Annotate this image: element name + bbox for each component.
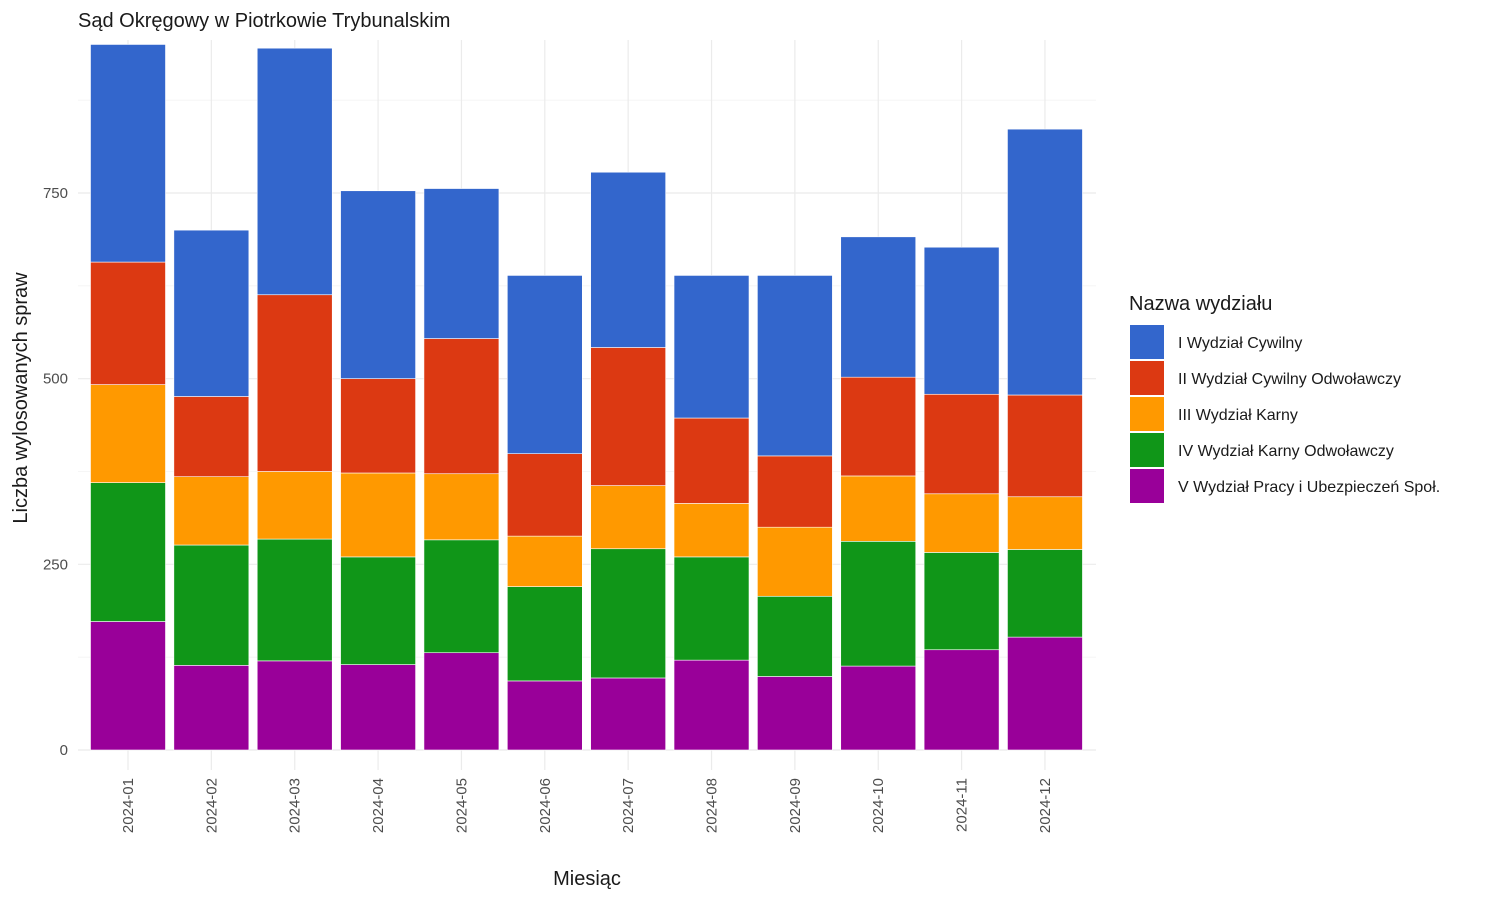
bar-segment-2024-09-s3: [757, 455, 833, 528]
bar-segment-2024-12-s3: [1007, 394, 1083, 498]
x-axis-ticks: 2024-01 2024-02 2024-03 2024-04 2024-05 2024-…: [120, 778, 1054, 833]
x-tick-label: 2024-06: [537, 778, 554, 833]
bar-segment-2024-02-s2: [173, 476, 250, 546]
bar-segment-2024-07-s4: [590, 171, 666, 348]
bar-segment-2024-08-s2: [673, 503, 750, 558]
y-axis-ticks: 0 250 500 750: [43, 185, 68, 759]
legend-swatch: [1130, 397, 1164, 431]
bar-segment-2024-02-s4: [173, 229, 250, 397]
bar-segment-2024-06-s3: [506, 453, 583, 537]
bar-segment-2024-10-s1: [840, 541, 917, 667]
bar-segment-2024-08-s4: [673, 275, 750, 419]
bar-segment-2024-05-s3: [423, 338, 500, 475]
x-tick-label: 2024-11: [954, 778, 971, 832]
bar-segment-2024-02-s3: [173, 396, 250, 477]
bar-segment-2024-03-s3: [256, 294, 333, 472]
bar-segment-2024-01-s3: [90, 261, 166, 385]
legend-label: I Wydział Cywilny: [1178, 335, 1302, 352]
legend-swatch: [1130, 469, 1164, 503]
bar-segment-2024-04-s0: [340, 664, 416, 751]
legend-label: IV Wydział Karny Odwoławczy: [1178, 443, 1394, 460]
x-tick-label: 2024-10: [870, 778, 887, 833]
bar-segment-2024-10-s2: [840, 475, 917, 542]
y-axis-title: Liczba wylosowanych spraw: [10, 272, 32, 524]
x-tick-label: 2024-02: [203, 778, 220, 833]
bar-segment-2024-07-s1: [590, 548, 666, 679]
bar-segment-2024-06-s1: [506, 586, 583, 682]
bar-segment-2024-07-s3: [590, 347, 666, 486]
bar-segment-2024-09-s1: [757, 595, 833, 677]
bar-segment-2024-03-s2: [256, 471, 333, 540]
bar-segment-2024-11-s1: [923, 552, 1000, 651]
bar-segment-2024-03-s1: [256, 538, 333, 662]
bar-segment-2024-04-s1: [340, 556, 416, 665]
bar-segment-2024-05-s1: [423, 539, 500, 654]
legend-swatch: [1130, 325, 1164, 359]
x-tick-label: 2024-12: [1037, 778, 1054, 833]
bar-segment-2024-11-s2: [923, 493, 1000, 553]
bar-segment-2024-06-s2: [506, 535, 583, 587]
bar-segment-2024-12-s0: [1007, 636, 1083, 751]
legend-label: II Wydział Cywilny Odwoławczy: [1178, 371, 1401, 388]
bar-segment-2024-03-s0: [256, 660, 333, 751]
bar-segment-2024-01-s1: [90, 482, 166, 622]
legend-swatch: [1130, 361, 1164, 395]
bar-segment-2024-03-s4: [256, 47, 333, 296]
chart-title: Sąd Okręgowy w Piotrkowie Trybunalskim: [78, 10, 450, 32]
bar-segment-2024-10-s0: [840, 665, 917, 751]
bar-segment-2024-08-s1: [673, 556, 750, 661]
legend-label: III Wydział Karny: [1178, 407, 1298, 424]
bar-segment-2024-12-s4: [1007, 128, 1083, 396]
bar-segment-2024-02-s0: [173, 665, 250, 751]
bar-segment-2024-01-s4: [90, 44, 166, 263]
legend-swatch: [1130, 433, 1164, 467]
bar-segment-2024-07-s2: [590, 485, 666, 550]
y-tick-label: 0: [60, 742, 68, 759]
x-tick-label: 2024-09: [787, 778, 804, 833]
bar-segment-2024-11-s3: [923, 393, 1000, 495]
bar-segment-2024-04-s3: [340, 378, 416, 474]
bar-segment-2024-09-s2: [757, 526, 833, 597]
bar-segment-2024-09-s0: [757, 676, 833, 751]
bar-segment-2024-07-s0: [590, 677, 666, 751]
x-tick-label: 2024-01: [120, 778, 137, 833]
bar-segment-2024-05-s4: [423, 188, 500, 339]
bar-segment-2024-10-s4: [840, 236, 917, 378]
bar-segment-2024-01-s2: [90, 384, 166, 483]
y-tick-label: 250: [43, 556, 68, 573]
bar-segment-2024-06-s0: [506, 680, 583, 751]
legend-label: V Wydział Pracy i Ubezpieczeń Społ.: [1178, 479, 1440, 496]
x-axis-title: Miesiąc: [553, 868, 621, 890]
bar-segment-2024-02-s1: [173, 544, 250, 666]
legend: Nazwa wydziału I Wydział Cywilny II Wydzi…: [1129, 293, 1440, 503]
bar-segment-2024-05-s2: [423, 473, 500, 541]
bar-segment-2024-04-s4: [340, 190, 416, 379]
x-tick-label: 2024-08: [704, 778, 721, 833]
bar-segment-2024-12-s2: [1007, 496, 1083, 550]
bar-segment-2024-04-s2: [340, 472, 416, 558]
y-tick-label: 500: [43, 371, 68, 388]
bar-segment-2024-10-s3: [840, 376, 917, 477]
bar-segment-2024-08-s3: [673, 417, 750, 504]
bar-segment-2024-11-s4: [923, 246, 1000, 395]
bar-segment-2024-01-s0: [90, 621, 166, 751]
bar-segment-2024-12-s1: [1007, 549, 1083, 638]
bar-segment-2024-06-s4: [506, 275, 583, 454]
bar-segment-2024-11-s0: [923, 649, 1000, 751]
x-tick-label: 2024-05: [453, 778, 470, 833]
bar-segment-2024-08-s0: [673, 659, 750, 751]
x-tick-label: 2024-03: [287, 778, 304, 833]
bar-segment-2024-05-s0: [423, 652, 500, 751]
x-tick-label: 2024-07: [620, 778, 637, 833]
bar-segment-2024-09-s4: [757, 275, 833, 457]
legend-title: Nazwa wydziału: [1129, 293, 1272, 315]
x-tick-label: 2024-04: [370, 778, 387, 833]
y-tick-label: 750: [43, 185, 68, 202]
bars: [90, 44, 1083, 751]
